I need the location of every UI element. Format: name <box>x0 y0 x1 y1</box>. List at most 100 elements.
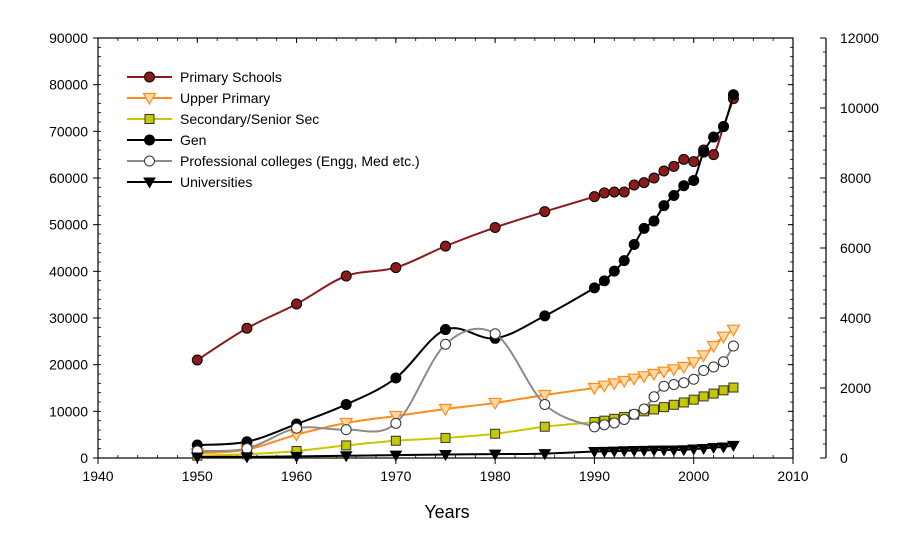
y-tick-label: 10000 <box>49 403 88 419</box>
data-point <box>537 389 552 403</box>
data-point <box>488 397 503 411</box>
data-point <box>539 398 551 410</box>
legend-marker <box>142 92 157 106</box>
data-point <box>649 404 659 415</box>
y2-tick-label: 10000 <box>840 100 879 116</box>
data-point <box>440 240 451 252</box>
data-point <box>728 382 739 393</box>
data-point <box>648 215 660 227</box>
data-point <box>438 403 453 417</box>
x-tick-label: 2000 <box>678 468 709 484</box>
data-point <box>696 350 711 363</box>
data-point <box>668 379 680 390</box>
data-point <box>708 149 720 161</box>
data-point <box>598 187 610 199</box>
data-point <box>339 417 354 431</box>
data-point <box>688 174 700 186</box>
data-point <box>390 262 402 274</box>
data-point <box>717 442 730 454</box>
data-point <box>618 255 630 267</box>
data-point <box>718 356 729 368</box>
data-point <box>698 146 710 158</box>
data-point <box>290 451 303 463</box>
data-point <box>587 382 602 396</box>
y2-tick-label: 0 <box>840 450 848 466</box>
data-point <box>389 450 403 462</box>
y-tick-label: 20000 <box>49 357 88 373</box>
data-point <box>291 298 303 310</box>
data-point <box>678 153 690 165</box>
data-point <box>608 186 620 198</box>
data-point <box>677 445 691 457</box>
data-point <box>718 121 729 133</box>
data-point <box>588 282 600 294</box>
data-point <box>539 310 551 322</box>
series-4 <box>191 327 739 457</box>
data-point <box>668 160 680 172</box>
data-point <box>678 180 690 192</box>
y2-tick-label: 12000 <box>840 30 879 46</box>
y-tick-label: 50000 <box>49 217 88 233</box>
data-point <box>678 397 689 408</box>
x-tick-label: 1960 <box>281 468 312 484</box>
data-point <box>727 89 739 101</box>
data-point <box>658 402 669 413</box>
legend-label: Secondary/Senior Sec <box>180 111 319 127</box>
data-point <box>597 446 611 458</box>
legend: Primary Schools Upper Primary Secondary/Se… <box>127 69 420 190</box>
data-point <box>240 452 254 464</box>
data-point <box>646 368 662 382</box>
data-point <box>716 331 731 344</box>
data-point <box>638 222 650 234</box>
x-tick-label: 1980 <box>480 468 511 484</box>
data-point <box>339 451 353 463</box>
data-point <box>539 421 550 432</box>
legend-label: Professional colleges (Engg, Med etc.) <box>180 153 420 169</box>
data-point <box>708 131 720 143</box>
data-point <box>489 328 501 340</box>
legend-marker <box>144 155 155 167</box>
data-point <box>727 340 739 352</box>
axes: 0100002000030000400005000060000700008000… <box>49 30 879 484</box>
data-point <box>490 428 501 439</box>
data-point <box>727 440 740 452</box>
legend-label: Primary Schools <box>180 69 282 85</box>
data-point <box>627 373 642 386</box>
data-point <box>538 449 552 461</box>
data-point <box>688 156 700 168</box>
data-point <box>718 385 729 396</box>
data-point <box>439 449 452 461</box>
x-axis-title: Years <box>424 502 469 522</box>
legend-marker <box>143 177 156 189</box>
y-tick-label: 80000 <box>49 77 88 93</box>
data-point <box>628 179 640 191</box>
data-point <box>440 338 451 350</box>
series <box>190 89 741 464</box>
y-tick-label: 40000 <box>49 263 88 279</box>
data-point <box>241 322 253 334</box>
data-point <box>706 340 721 354</box>
data-point <box>638 403 650 415</box>
data-point <box>698 365 710 376</box>
legend-label: Universities <box>180 174 252 190</box>
y2-tick-label: 8000 <box>840 170 871 186</box>
legend-marker <box>144 71 155 83</box>
data-point <box>440 324 451 336</box>
data-point <box>390 372 402 384</box>
legend-label: Upper Primary <box>180 90 270 106</box>
data-point <box>637 445 651 457</box>
data-point <box>708 361 720 373</box>
data-point <box>440 432 451 443</box>
y-tick-label: 90000 <box>49 30 88 46</box>
data-point <box>539 206 551 218</box>
data-point <box>607 446 621 458</box>
data-point <box>628 239 640 250</box>
data-point <box>191 354 203 366</box>
data-point <box>658 165 670 177</box>
data-point <box>686 357 701 370</box>
data-point <box>597 380 612 393</box>
x-tick-label: 1990 <box>579 468 610 484</box>
x-tick-label: 1940 <box>82 468 113 484</box>
